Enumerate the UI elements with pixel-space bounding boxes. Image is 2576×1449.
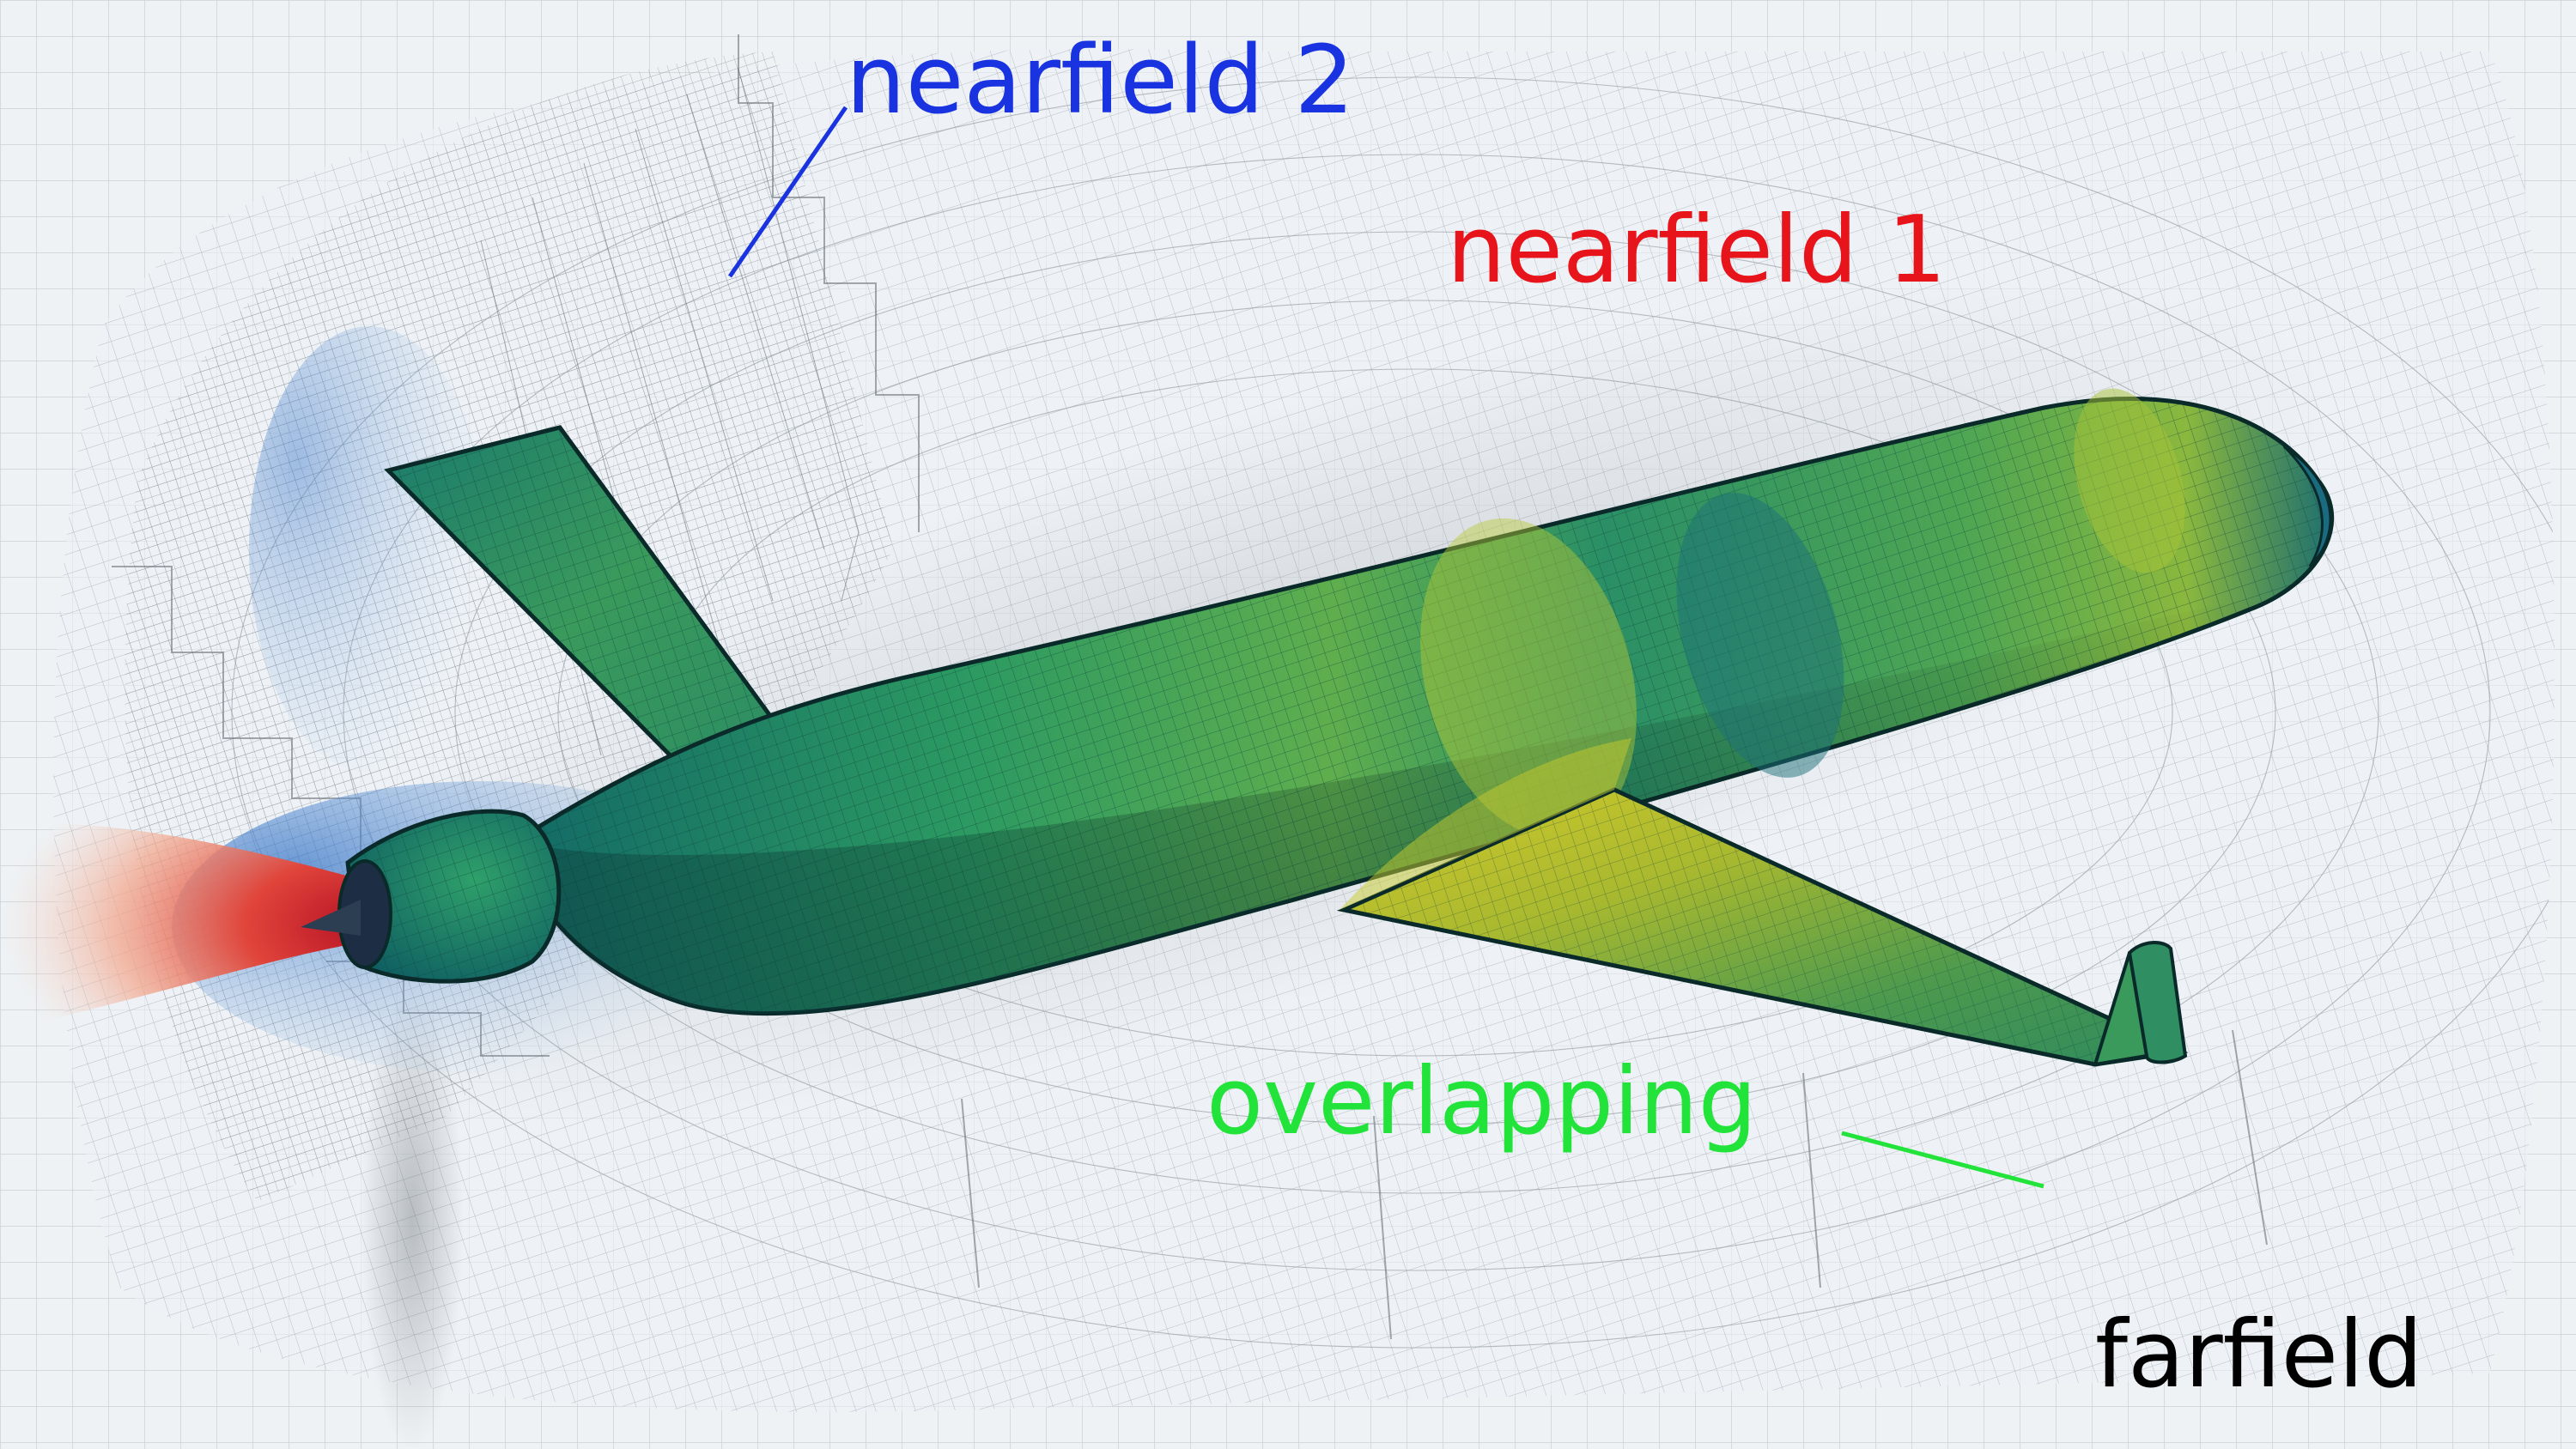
engine-nacelle — [301, 809, 562, 984]
nearfield-2-label: nearfield 2 — [846, 25, 1355, 135]
overlapping-label: overlapping — [1206, 1048, 1758, 1155]
fuselage — [513, 388, 2335, 1016]
nearfield-2-leader-line — [727, 106, 848, 278]
nearfield-1-label: nearfield 1 — [1447, 197, 1947, 304]
main-wing — [1336, 738, 2189, 1067]
overlapping-leader-line — [1841, 1131, 2044, 1189]
farfield-label: farfield — [2095, 1301, 2423, 1409]
exhaust-jet — [0, 822, 378, 1030]
